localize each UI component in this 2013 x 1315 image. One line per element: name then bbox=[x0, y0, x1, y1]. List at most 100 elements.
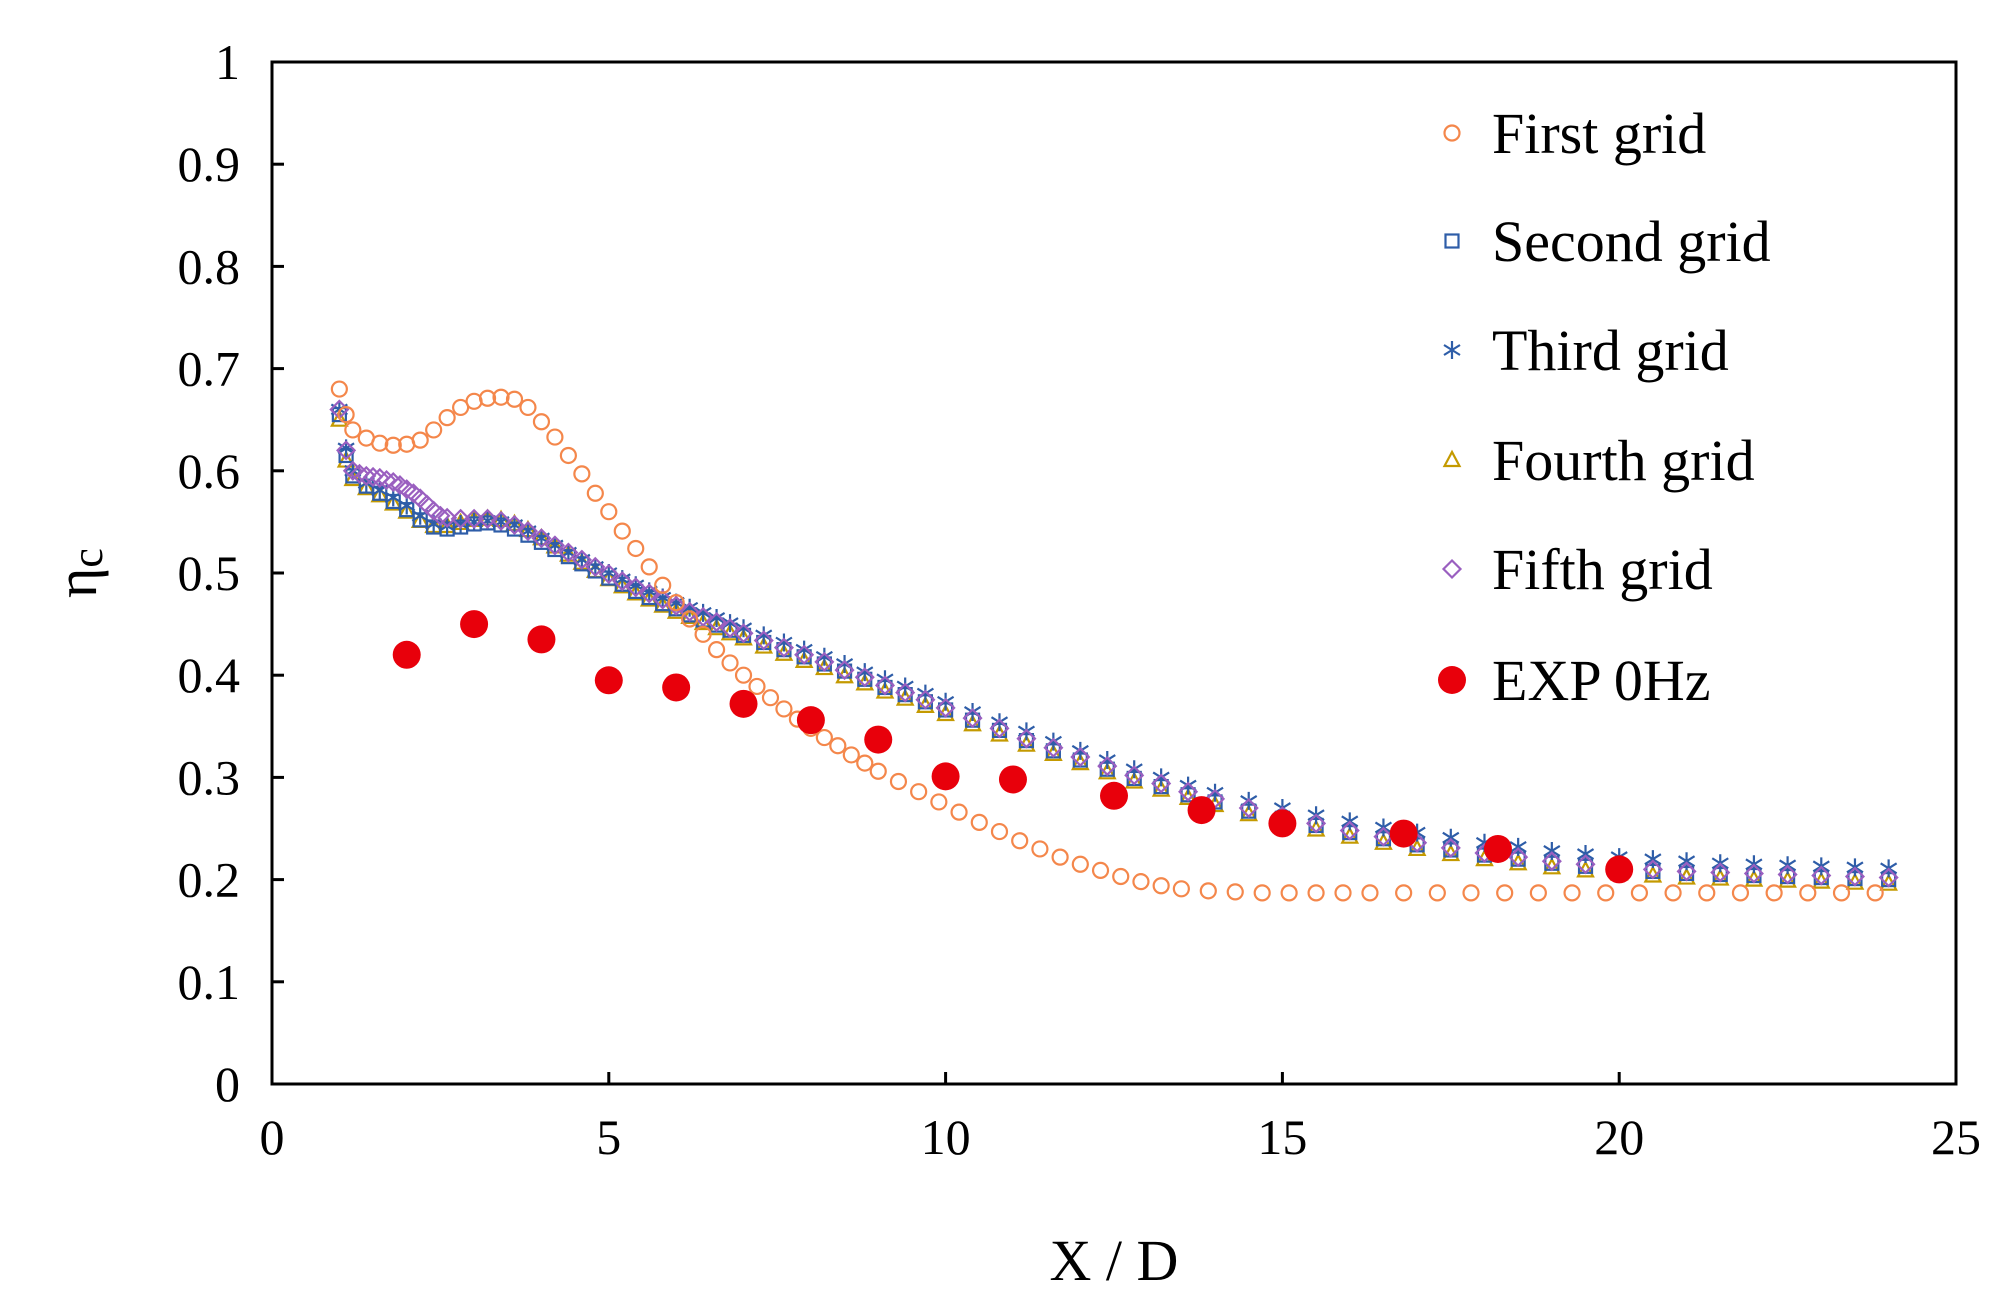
data-point bbox=[854, 667, 875, 688]
data-point bbox=[1576, 845, 1595, 864]
data-point bbox=[1698, 884, 1716, 902]
data-point bbox=[915, 689, 936, 710]
data-point bbox=[1496, 884, 1514, 902]
data-point bbox=[998, 765, 1027, 794]
x-tick-label: 20 bbox=[1594, 1109, 1644, 1165]
data-point bbox=[558, 542, 579, 563]
data-point bbox=[1339, 820, 1360, 841]
data-point bbox=[1226, 883, 1244, 901]
y-tick-label: 0.1 bbox=[178, 954, 241, 1010]
legend-item: EXP 0Hz bbox=[1438, 648, 1711, 713]
data-point bbox=[1710, 862, 1731, 883]
data-point bbox=[1462, 884, 1480, 902]
data-point bbox=[598, 563, 619, 585]
data-point bbox=[384, 436, 402, 454]
data-point bbox=[970, 813, 988, 831]
data-point bbox=[895, 682, 916, 703]
data-point bbox=[586, 484, 604, 502]
x-tick-label: 10 bbox=[921, 1109, 971, 1165]
legend-marker bbox=[1443, 341, 1461, 359]
data-point bbox=[1543, 841, 1561, 860]
data-point bbox=[775, 700, 793, 718]
data-point bbox=[1334, 884, 1352, 902]
data-point bbox=[371, 434, 389, 452]
legend-item: Fifth grid bbox=[1441, 537, 1713, 602]
data-point bbox=[594, 666, 623, 695]
data-point bbox=[869, 762, 887, 780]
data-point bbox=[1280, 884, 1298, 902]
data-point bbox=[370, 484, 390, 503]
legend-label: First grid bbox=[1492, 101, 1706, 166]
data-point bbox=[679, 601, 700, 622]
data-point bbox=[1011, 832, 1029, 850]
data-point bbox=[1043, 737, 1064, 758]
data-point bbox=[330, 380, 348, 398]
data-point bbox=[694, 625, 712, 643]
data-point bbox=[930, 793, 948, 811]
x-axis: 0 5 10 15 20 25 bbox=[260, 1072, 1981, 1165]
data-point bbox=[492, 388, 510, 406]
data-point bbox=[654, 576, 672, 594]
data-point bbox=[571, 549, 592, 570]
legend-label: Fifth grid bbox=[1492, 537, 1713, 602]
data-point bbox=[1642, 859, 1663, 880]
data-point bbox=[559, 446, 577, 465]
data-point bbox=[1765, 884, 1783, 902]
data-point bbox=[1091, 861, 1110, 880]
data-point bbox=[532, 413, 551, 431]
data-point bbox=[1151, 773, 1172, 794]
data-point bbox=[349, 463, 370, 484]
y-tick-label: 0 bbox=[215, 1056, 240, 1112]
data-point bbox=[693, 606, 714, 628]
data-point bbox=[1031, 840, 1049, 858]
data-point bbox=[1878, 867, 1899, 888]
legend-marker bbox=[1441, 558, 1463, 580]
data-point bbox=[1597, 884, 1615, 902]
data-point bbox=[773, 637, 794, 658]
data-point bbox=[729, 689, 758, 718]
data-point bbox=[613, 522, 631, 540]
data-point bbox=[1483, 834, 1512, 863]
data-point bbox=[1799, 884, 1817, 902]
data-point bbox=[667, 594, 685, 612]
data-point bbox=[950, 803, 968, 821]
data-point bbox=[834, 660, 855, 681]
x-tick-label: 25 bbox=[1931, 1109, 1981, 1165]
legend: First grid Second grid Third grid Fourth gr… bbox=[1438, 101, 1771, 713]
data-point bbox=[1100, 781, 1128, 810]
data-point bbox=[1811, 865, 1832, 886]
data-point bbox=[1731, 884, 1750, 902]
data-point bbox=[546, 428, 564, 446]
data-point bbox=[1070, 746, 1091, 768]
data-point bbox=[376, 469, 397, 491]
data-point bbox=[531, 528, 552, 549]
data-point bbox=[1238, 798, 1259, 819]
data-point bbox=[753, 630, 774, 651]
data-point bbox=[681, 610, 699, 628]
data-point bbox=[1832, 884, 1851, 902]
data-point bbox=[864, 725, 893, 754]
data-point bbox=[362, 466, 384, 487]
data-point bbox=[761, 689, 780, 707]
data-point bbox=[694, 603, 712, 622]
data-point bbox=[989, 718, 1010, 739]
data-point bbox=[1664, 884, 1682, 902]
data-point bbox=[1395, 884, 1413, 902]
data-point bbox=[517, 521, 539, 542]
data-point bbox=[666, 595, 687, 616]
data-point bbox=[411, 431, 429, 449]
y-tick-label: 0.5 bbox=[178, 545, 241, 601]
data-point bbox=[1866, 884, 1884, 902]
legend-item: Second grid bbox=[1444, 209, 1771, 274]
data-point bbox=[962, 708, 983, 729]
y-tick-label: 0.3 bbox=[178, 749, 241, 805]
data-point bbox=[734, 666, 753, 684]
series-first-grid bbox=[330, 380, 1884, 902]
legend-item: Third grid bbox=[1443, 318, 1729, 383]
data-point bbox=[398, 496, 416, 515]
data-point bbox=[585, 556, 606, 577]
data-point bbox=[1575, 854, 1596, 875]
y-tick-label: 0.7 bbox=[178, 341, 241, 397]
data-point bbox=[330, 409, 349, 427]
x-tick-label: 0 bbox=[260, 1109, 285, 1165]
